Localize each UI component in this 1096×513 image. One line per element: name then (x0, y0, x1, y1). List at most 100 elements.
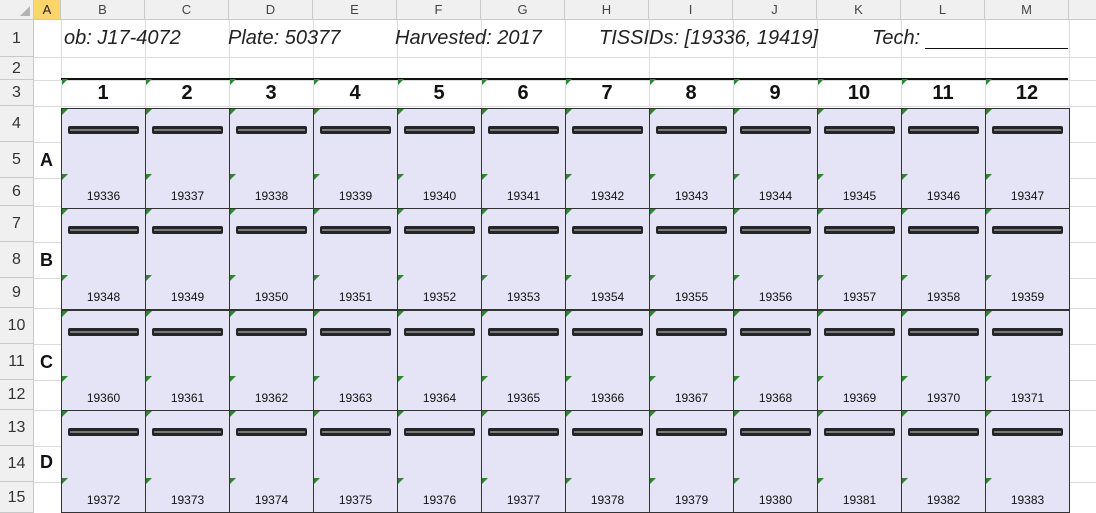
comment-marker[interactable] (398, 79, 404, 85)
well-cell[interactable]: 19340 (397, 108, 482, 209)
column-header-h[interactable]: H (565, 0, 649, 19)
well-cell[interactable]: 19369 (817, 310, 902, 411)
plate-column-2[interactable]: 2 (181, 82, 193, 104)
column-header-m[interactable]: M (985, 0, 1069, 19)
comment-marker[interactable] (734, 411, 740, 417)
well-cell[interactable]: 19367 (649, 310, 734, 411)
comment-marker[interactable] (230, 174, 236, 180)
row-header-3[interactable]: 3 (0, 80, 33, 106)
comment-marker[interactable] (818, 478, 824, 484)
comment-marker[interactable] (902, 275, 908, 281)
plate-column-9[interactable]: 9 (769, 82, 781, 104)
comment-marker[interactable] (62, 311, 68, 317)
comment-marker[interactable] (986, 411, 992, 417)
comment-marker[interactable] (650, 376, 656, 382)
comment-marker[interactable] (902, 209, 908, 215)
comment-marker[interactable] (146, 109, 152, 115)
comment-marker[interactable] (230, 275, 236, 281)
well-cell[interactable]: 19368 (733, 310, 818, 411)
comment-marker[interactable] (146, 79, 152, 85)
well-cell[interactable]: 19352 (397, 208, 482, 310)
well-cell[interactable]: 19348 (61, 208, 146, 310)
comment-marker[interactable] (818, 109, 824, 115)
column-header-a[interactable]: A (34, 0, 61, 19)
comment-marker[interactable] (398, 275, 404, 281)
well-cell[interactable]: 19338 (229, 108, 314, 209)
comment-marker[interactable] (314, 109, 320, 115)
comment-marker[interactable] (62, 478, 68, 484)
well-cell[interactable]: 19374 (229, 410, 314, 513)
select-all-corner[interactable] (0, 0, 34, 19)
well-cell[interactable]: 19363 (313, 310, 398, 411)
comment-marker[interactable] (734, 209, 740, 215)
comment-marker[interactable] (734, 109, 740, 115)
comment-marker[interactable] (650, 478, 656, 484)
comment-marker[interactable] (734, 478, 740, 484)
well-cell[interactable]: 19339 (313, 108, 398, 209)
comment-marker[interactable] (566, 109, 572, 115)
comment-marker[interactable] (314, 174, 320, 180)
row-header-10[interactable]: 10 (0, 308, 33, 344)
well-cell[interactable]: 19378 (565, 410, 650, 513)
comment-marker[interactable] (230, 478, 236, 484)
comment-marker[interactable] (398, 376, 404, 382)
plate-row-c[interactable]: C (40, 352, 53, 372)
comment-marker[interactable] (818, 275, 824, 281)
comment-marker[interactable] (146, 411, 152, 417)
plate-column-6[interactable]: 6 (517, 82, 529, 104)
comment-marker[interactable] (146, 275, 152, 281)
well-cell[interactable]: 19350 (229, 208, 314, 310)
comment-marker[interactable] (986, 478, 992, 484)
comment-marker[interactable] (230, 311, 236, 317)
row-header-8[interactable]: 8 (0, 242, 33, 278)
comment-marker[interactable] (230, 411, 236, 417)
well-cell[interactable]: 19376 (397, 410, 482, 513)
comment-marker[interactable] (146, 209, 152, 215)
well-cell[interactable]: 19362 (229, 310, 314, 411)
column-header-b[interactable]: B (61, 0, 145, 19)
comment-marker[interactable] (650, 411, 656, 417)
comment-marker[interactable] (314, 79, 320, 85)
well-cell[interactable]: 19372 (61, 410, 146, 513)
comment-marker[interactable] (902, 376, 908, 382)
row-header-4[interactable]: 4 (0, 106, 33, 142)
well-cell[interactable]: 19382 (901, 410, 986, 513)
column-header-l[interactable]: L (901, 0, 985, 19)
plate-row-d[interactable]: D (40, 452, 53, 472)
harvested-label[interactable]: Harvested: 2017 (395, 27, 542, 49)
comment-marker[interactable] (314, 275, 320, 281)
comment-marker[interactable] (566, 209, 572, 215)
well-cell[interactable]: 19365 (481, 310, 566, 411)
column-header-f[interactable]: F (397, 0, 481, 19)
plate-column-11[interactable]: 11 (932, 82, 954, 104)
comment-marker[interactable] (314, 209, 320, 215)
well-cell[interactable]: 19356 (733, 208, 818, 310)
comment-marker[interactable] (986, 275, 992, 281)
well-cell[interactable]: 19370 (901, 310, 986, 411)
well-cell[interactable]: 19337 (145, 108, 230, 209)
well-cell[interactable]: 19364 (397, 310, 482, 411)
comment-marker[interactable] (398, 174, 404, 180)
comment-marker[interactable] (566, 376, 572, 382)
comment-marker[interactable] (650, 174, 656, 180)
well-cell[interactable]: 19377 (481, 410, 566, 513)
comment-marker[interactable] (62, 109, 68, 115)
well-cell[interactable]: 19343 (649, 108, 734, 209)
plate-column-5[interactable]: 5 (433, 82, 445, 104)
comment-marker[interactable] (650, 311, 656, 317)
plate-column-4[interactable]: 4 (349, 82, 361, 104)
row-header-1[interactable]: 1 (0, 20, 33, 57)
comment-marker[interactable] (902, 79, 908, 85)
comment-marker[interactable] (818, 79, 824, 85)
plate-row-a[interactable]: A (40, 150, 53, 170)
column-header-e[interactable]: E (313, 0, 397, 19)
column-header-i[interactable]: I (649, 0, 733, 19)
well-cell[interactable]: 19347 (985, 108, 1070, 209)
well-cell[interactable]: 19342 (565, 108, 650, 209)
comment-marker[interactable] (230, 209, 236, 215)
tech-label[interactable]: Tech: (872, 27, 921, 49)
comment-marker[interactable] (482, 478, 488, 484)
well-cell[interactable]: 19380 (733, 410, 818, 513)
comment-marker[interactable] (314, 376, 320, 382)
well-cell[interactable]: 19336 (61, 108, 146, 209)
